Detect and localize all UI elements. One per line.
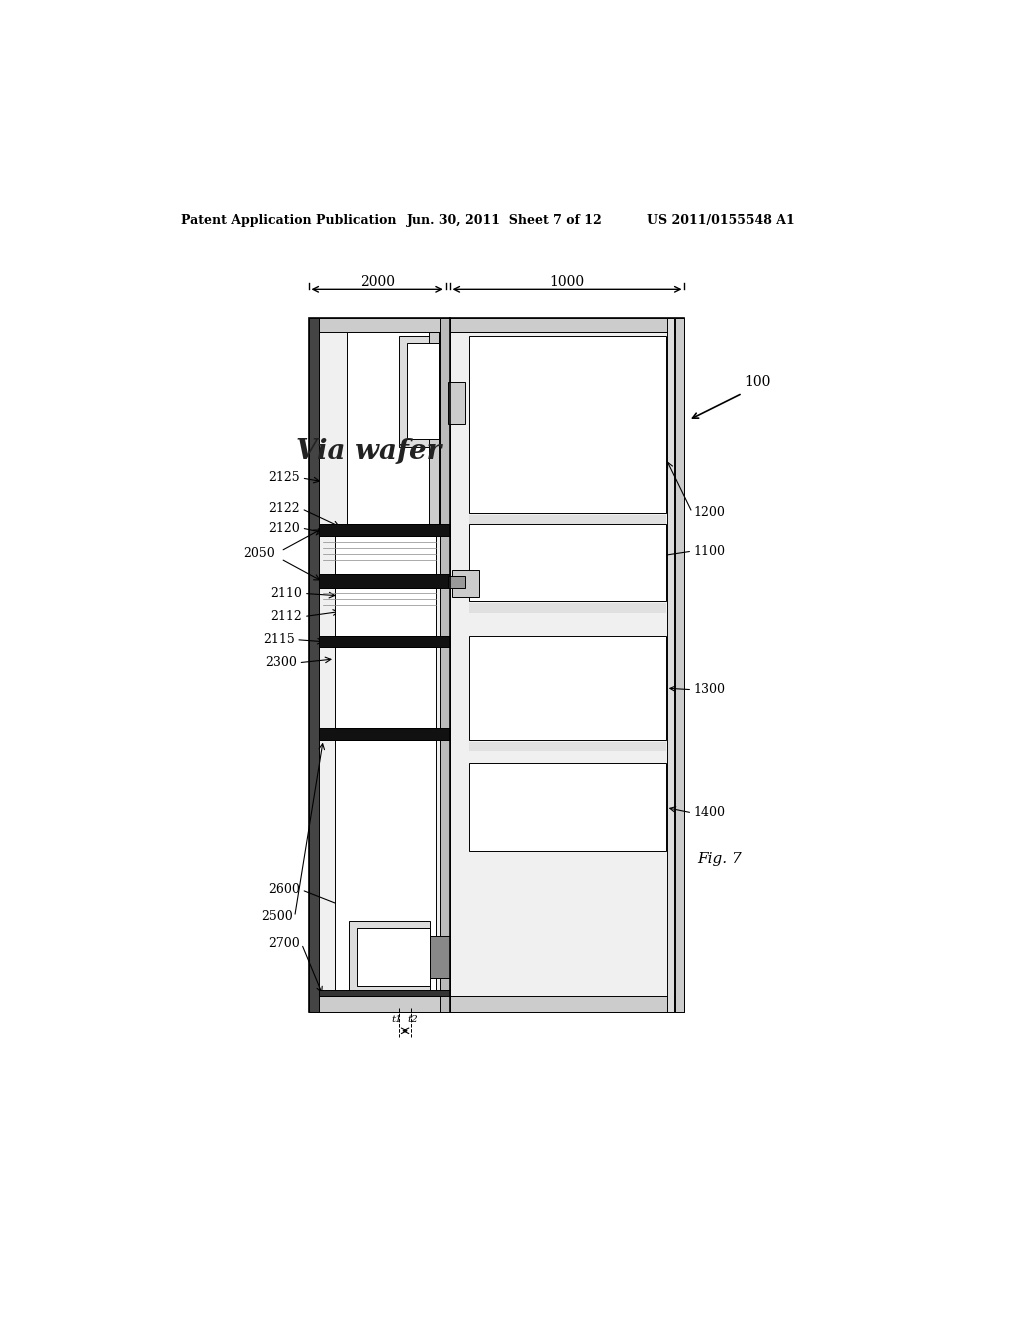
Bar [319,574,450,589]
Bar [349,921,430,994]
Bar [668,318,674,1011]
Bar [469,335,666,512]
Bar [469,742,666,751]
Text: 2300: 2300 [265,656,297,669]
Bar [429,331,438,524]
Bar [308,997,684,1011]
Text: 2112: 2112 [270,610,302,623]
Bar [469,636,666,739]
Bar [399,335,438,447]
Bar [319,524,450,536]
Text: Via wafer: Via wafer [296,437,441,465]
Bar [346,331,440,524]
Text: 2600: 2600 [268,883,300,896]
Bar [675,318,684,1011]
Bar [356,928,430,986]
Text: 1000: 1000 [550,276,585,289]
Text: 1400: 1400 [693,807,726,820]
Text: 2000: 2000 [359,276,394,289]
Text: Fig. 7: Fig. 7 [697,851,742,866]
Text: 2700: 2700 [268,937,300,950]
Bar [449,576,465,589]
Text: Patent Application Publication: Patent Application Publication [180,214,396,227]
Bar [407,343,438,440]
Bar [452,570,479,598]
Bar [440,318,450,1011]
Bar [319,729,450,739]
Bar [449,381,465,424]
Text: 2115: 2115 [263,634,295,647]
Bar [319,990,450,997]
Bar [430,936,450,978]
Bar [335,589,436,636]
Text: t1: t1 [391,1015,402,1023]
Text: 1100: 1100 [693,545,726,557]
Text: t2: t2 [408,1015,419,1023]
Bar [469,603,666,612]
Bar [319,636,450,647]
Bar [335,536,436,574]
Text: 2110: 2110 [270,587,302,601]
Text: 2120: 2120 [268,521,300,535]
Text: Jun. 30, 2011  Sheet 7 of 12: Jun. 30, 2011 Sheet 7 of 12 [407,214,603,227]
Text: 1300: 1300 [693,684,726,696]
Text: 100: 100 [744,375,770,388]
Bar [469,524,666,601]
Bar [335,739,436,997]
Text: 2122: 2122 [268,502,300,515]
Text: h: h [467,577,473,586]
Bar [308,318,684,331]
Text: 2500: 2500 [261,911,293,924]
Text: 1200: 1200 [693,506,726,519]
Bar [469,515,666,524]
Bar [308,318,684,1011]
Text: 2125: 2125 [268,471,300,484]
Bar [308,318,319,1011]
Text: US 2011/0155548 A1: US 2011/0155548 A1 [647,214,795,227]
Bar [469,763,666,851]
Bar [335,647,436,729]
Text: 2050: 2050 [244,546,275,560]
